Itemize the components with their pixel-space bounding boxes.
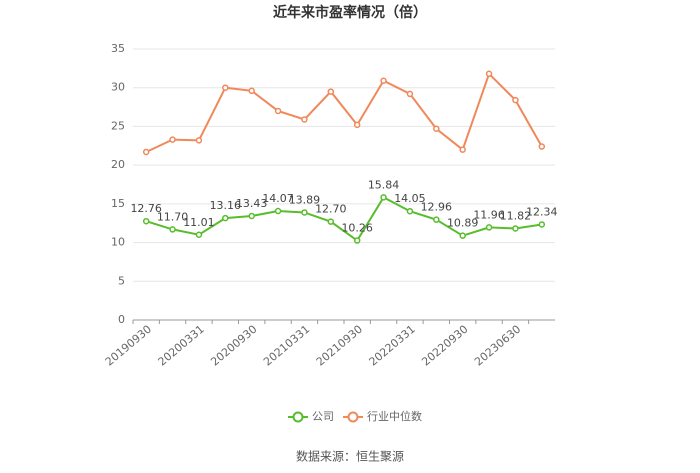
x-tick-label: 20220930: [419, 323, 470, 369]
data-point: [274, 207, 282, 215]
data-label: 11.01: [183, 216, 215, 229]
data-point: [195, 231, 203, 239]
data-point: [169, 136, 176, 143]
data-point: [301, 116, 308, 123]
data-label: 11.96: [473, 208, 505, 221]
y-tick-label: 30: [111, 81, 125, 94]
x-tick-label: 20200930: [208, 323, 259, 369]
legend-label: 行业中位数: [367, 409, 422, 423]
x-tick-label: 20230630: [472, 323, 523, 369]
data-point: [459, 146, 466, 153]
data-point: [169, 226, 176, 233]
data-label: 12.96: [421, 201, 453, 214]
legend-marker: [292, 411, 304, 423]
data-point: [538, 143, 546, 150]
data-point: [512, 96, 519, 104]
data-point: [222, 84, 229, 91]
data-point: [380, 194, 387, 201]
y-tick-label: 20: [111, 158, 125, 171]
data-point: [222, 214, 229, 222]
y-tick-label: 0: [118, 313, 125, 326]
data-point: [327, 218, 335, 225]
y-tick-label: 15: [111, 197, 125, 210]
data-point: [301, 209, 308, 216]
data-point: [353, 121, 361, 129]
data-point: [538, 221, 546, 228]
data-point: [142, 217, 150, 225]
data-point: [248, 212, 255, 220]
data-label: 11.82: [500, 209, 532, 222]
data-point: [380, 77, 387, 84]
data-label: 10.89: [447, 217, 479, 230]
data-label: 15.84: [368, 178, 400, 191]
data-point: [327, 88, 335, 95]
legend-label: 公司: [312, 410, 334, 423]
series-line: [145, 71, 543, 153]
data-point: [142, 148, 150, 156]
data-point: [195, 137, 203, 144]
data-label: 12.76: [130, 202, 162, 215]
data-label: 12.34: [526, 205, 558, 218]
series-line: [145, 196, 542, 242]
data-point: [512, 225, 519, 232]
data-point: [459, 232, 466, 239]
y-tick-label: 10: [111, 236, 125, 249]
data-label: 14.07: [262, 192, 294, 205]
x-tick-label: 20190930: [103, 323, 154, 369]
data-label: 12.70: [315, 203, 347, 216]
data-point: [406, 90, 414, 98]
legend-marker: [347, 411, 359, 423]
y-tick-label: 5: [118, 274, 125, 287]
x-tick-label: 20220331: [367, 323, 418, 369]
data-point: [433, 216, 440, 223]
y-tick-label: 35: [111, 42, 125, 55]
data-point: [353, 237, 361, 244]
data-label: 10.26: [341, 222, 373, 235]
data-point: [433, 125, 440, 133]
x-tick-label: 20200331: [156, 323, 207, 369]
data-label: 13.89: [289, 193, 321, 206]
x-tick-label: 20210930: [314, 323, 365, 369]
data-label: 14.05: [394, 192, 426, 205]
data-label: 13.16: [210, 199, 242, 212]
data-point: [485, 224, 493, 231]
data-point: [406, 207, 414, 215]
data-label: 13.43: [236, 197, 268, 210]
chart-title: 近年来市盈率情况（倍）: [273, 4, 427, 21]
data-point: [248, 87, 255, 95]
data-label: 11.70: [157, 210, 189, 223]
source: 数据来源：恒生聚源: [296, 449, 404, 464]
y-tick-label: 25: [111, 119, 125, 132]
data-point: [274, 107, 282, 115]
data-point: [485, 70, 493, 78]
x-tick-label: 20210331: [261, 323, 312, 369]
